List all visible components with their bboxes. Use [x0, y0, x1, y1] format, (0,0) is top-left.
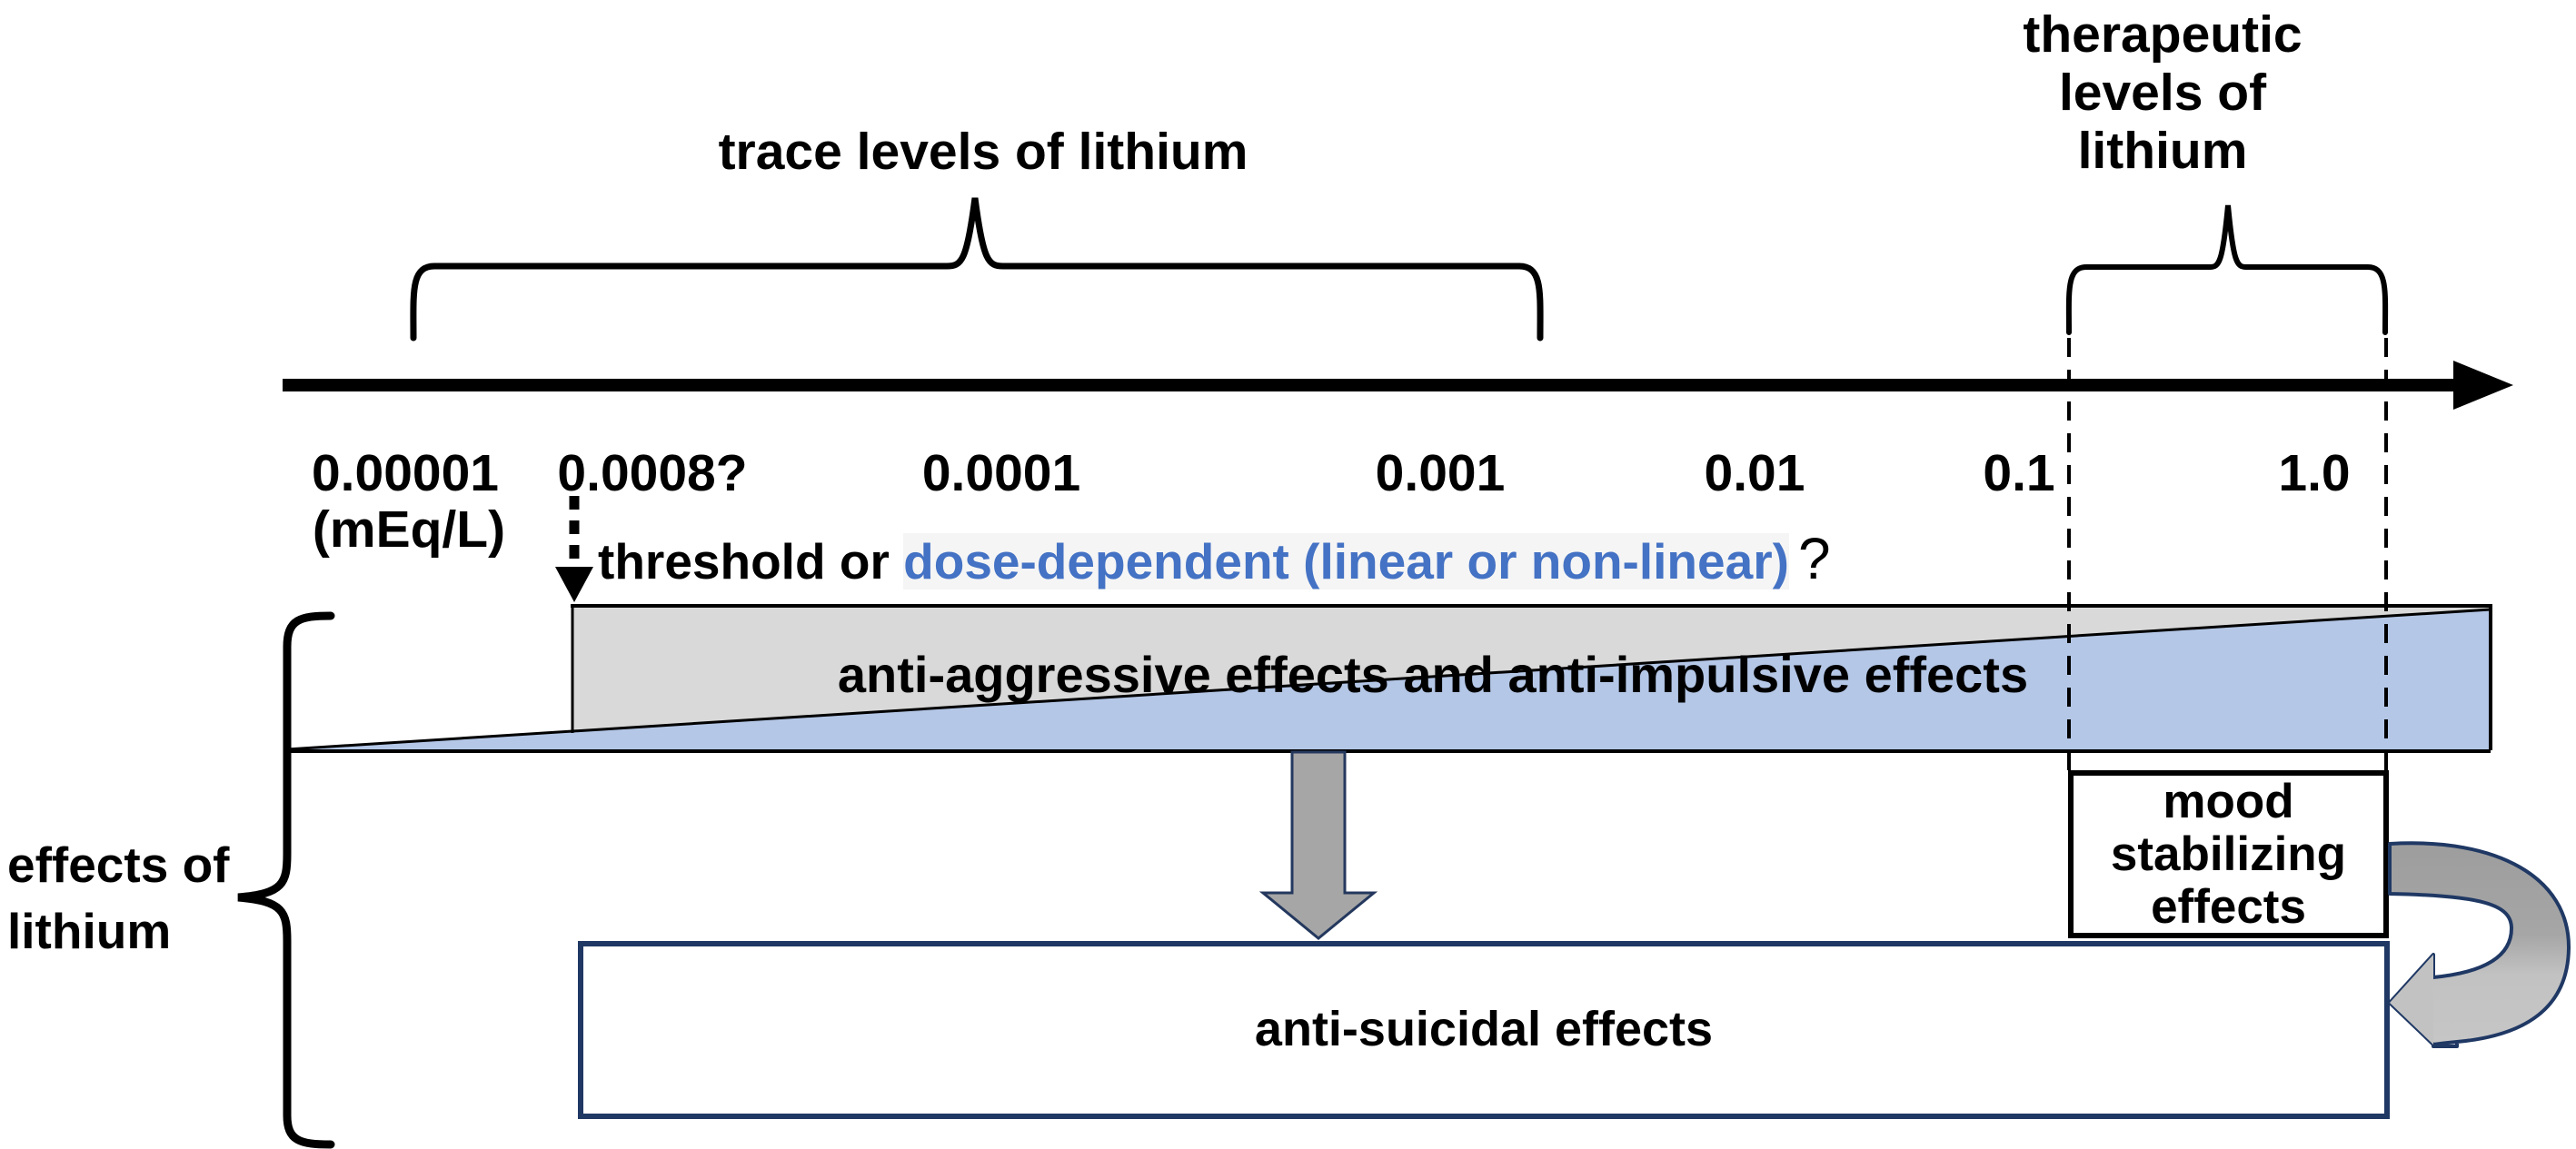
threshold-annotation-question-mark: ? — [1797, 526, 1831, 591]
therapeutic-levels-line3: lithium — [2077, 122, 2248, 180]
mood-stabilizing-box — [2068, 770, 2389, 938]
axis-unit-label: (mEq/L) — [312, 500, 506, 559]
down-arrow-icon — [1258, 750, 1378, 940]
threshold-annotation-black: threshold or — [598, 533, 904, 589]
effects-of-lithium-brace — [237, 611, 335, 1149]
anti-suicidal-label: anti-suicidal effects — [1254, 1002, 1714, 1056]
therapeutic-levels-line2: levels of — [2058, 64, 2267, 122]
effects-of-lithium-label: effects of lithium — [7, 832, 230, 965]
axis-tick-0.00001: 0.00001 — [311, 444, 500, 502]
loop-arrow-head-icon — [2390, 955, 2433, 1045]
axis-tick-0.0008: 0.0008? — [557, 444, 748, 502]
threshold-dashed-arrow-head-icon — [555, 567, 593, 602]
effects-of-lithium-line2: lithium — [7, 903, 172, 959]
threshold-annotation-blue: dose-dependent (linear or non-linear) — [903, 533, 1789, 589]
mood-stabilizing-label: mood stabilizing effects — [2073, 775, 2384, 934]
therapeutic-brace — [2065, 204, 2389, 335]
threshold-annotation: threshold or dose-dependent (linear or n… — [598, 529, 1831, 591]
axis-arrowhead-icon — [2453, 361, 2513, 410]
effects-of-lithium-line1: effects of — [7, 837, 230, 893]
mood-stabilizing-line3: effects — [2151, 879, 2306, 934]
axis-tick-0.001: 0.001 — [1375, 444, 1506, 502]
mood-stabilizing-line2: stabilizing — [2110, 827, 2347, 881]
axis-tick-0.01: 0.01 — [1704, 444, 1805, 502]
trace-levels-title: trace levels of lithium — [718, 123, 1248, 181]
trace-brace — [410, 197, 1544, 342]
therapeutic-levels-line1: therapeutic — [2023, 5, 2302, 64]
mood-stabilizing-line1: mood — [2163, 774, 2294, 828]
anti-suicidal-box — [578, 941, 2390, 1119]
anti-aggressive-wedge-label: anti-aggressive effects and anti-impulsi… — [837, 646, 2029, 703]
loop-arrow-icon — [2388, 841, 2571, 1048]
wedge-diagonal-line — [286, 608, 2491, 751]
axis-tick-1.0: 1.0 — [2278, 444, 2351, 502]
axis-tick-0.1: 0.1 — [1983, 444, 2055, 502]
axis-tick-0.0001: 0.0001 — [921, 444, 1081, 502]
therapeutic-levels-title: therapeutic levels of lithium — [1981, 5, 2344, 180]
